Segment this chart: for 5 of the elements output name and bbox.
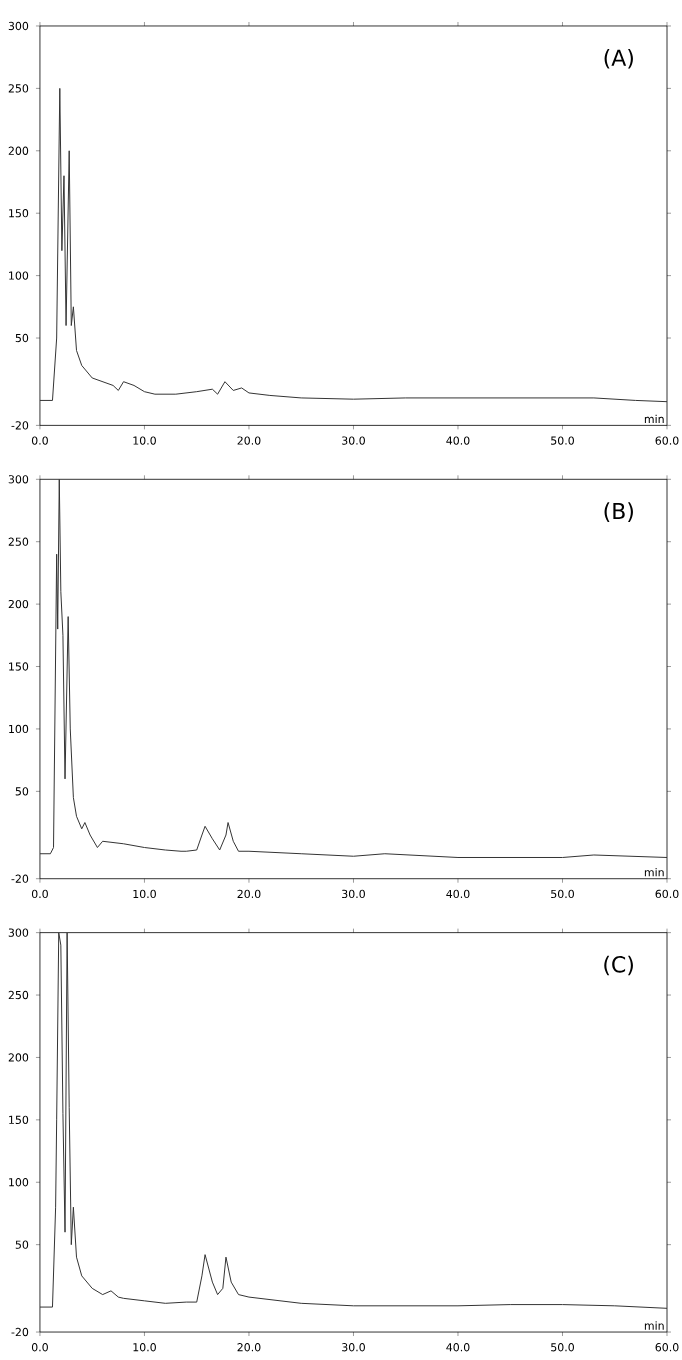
line-series <box>39 479 667 858</box>
text: (C) <box>603 955 633 976</box>
text: (B) <box>604 502 633 522</box>
line-series <box>39 932 667 1309</box>
text: (A) <box>604 49 633 69</box>
